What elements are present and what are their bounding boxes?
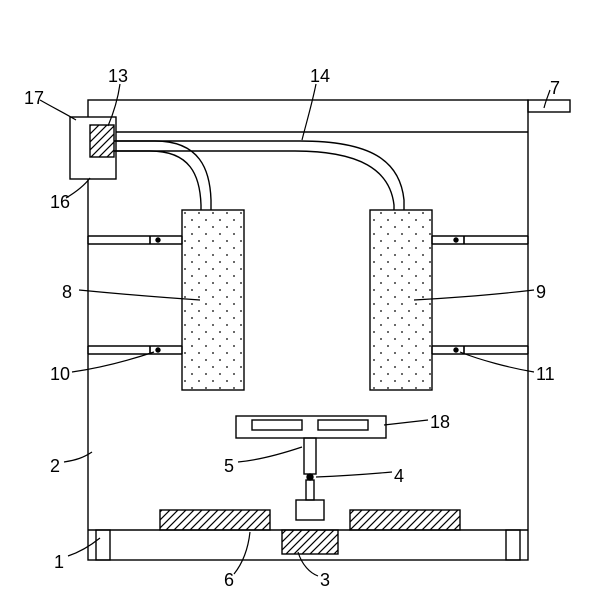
label-6: 6 (224, 570, 234, 591)
support-pin-1-1 (156, 348, 160, 352)
lead-line-5 (238, 447, 302, 462)
shaft-lower (306, 480, 314, 500)
lead-line-1 (68, 538, 100, 556)
base-support-left (160, 510, 270, 530)
outer-enclosure (88, 100, 528, 560)
left-module-inner (90, 125, 114, 157)
label-13: 13 (108, 66, 128, 87)
pipe-left-inner (114, 151, 201, 210)
lead-line-17 (40, 100, 76, 120)
label-7: 7 (550, 78, 560, 99)
support-pin-0-3 (454, 238, 458, 242)
label-17: 17 (24, 88, 44, 109)
base-support-right (350, 510, 460, 530)
top-right-tab (528, 100, 570, 112)
lead-line-10 (72, 352, 154, 372)
lead-line-18 (384, 420, 428, 425)
motor (282, 530, 338, 554)
label-18: 18 (430, 412, 450, 433)
shaft-upper (304, 438, 316, 474)
lead-line-3 (298, 552, 318, 576)
leg-2 (506, 530, 520, 560)
label-11: 11 (536, 364, 555, 385)
technical-diagram (0, 0, 616, 598)
support-pin-1-2 (454, 348, 458, 352)
label-10: 10 (50, 364, 70, 385)
platform-slot-right (318, 420, 368, 430)
platform-outer (236, 416, 386, 438)
label-16: 16 (50, 192, 70, 213)
label-5: 5 (224, 456, 234, 477)
pipe-right-inner (114, 151, 394, 210)
leg-1 (96, 530, 110, 560)
platform-slot-left (252, 420, 302, 430)
lead-line-4 (316, 472, 392, 477)
label-8: 8 (62, 282, 72, 303)
shaft-joint (307, 474, 313, 480)
label-14: 14 (310, 66, 330, 87)
motor-mount (296, 500, 324, 520)
label-4: 4 (394, 466, 404, 487)
label-9: 9 (536, 282, 546, 303)
label-3: 3 (320, 570, 330, 591)
lead-line-6 (234, 532, 250, 574)
lead-line-11 (460, 352, 534, 372)
support-pin-0-1 (156, 238, 160, 242)
label-1: 1 (54, 552, 64, 573)
label-2: 2 (50, 456, 60, 477)
